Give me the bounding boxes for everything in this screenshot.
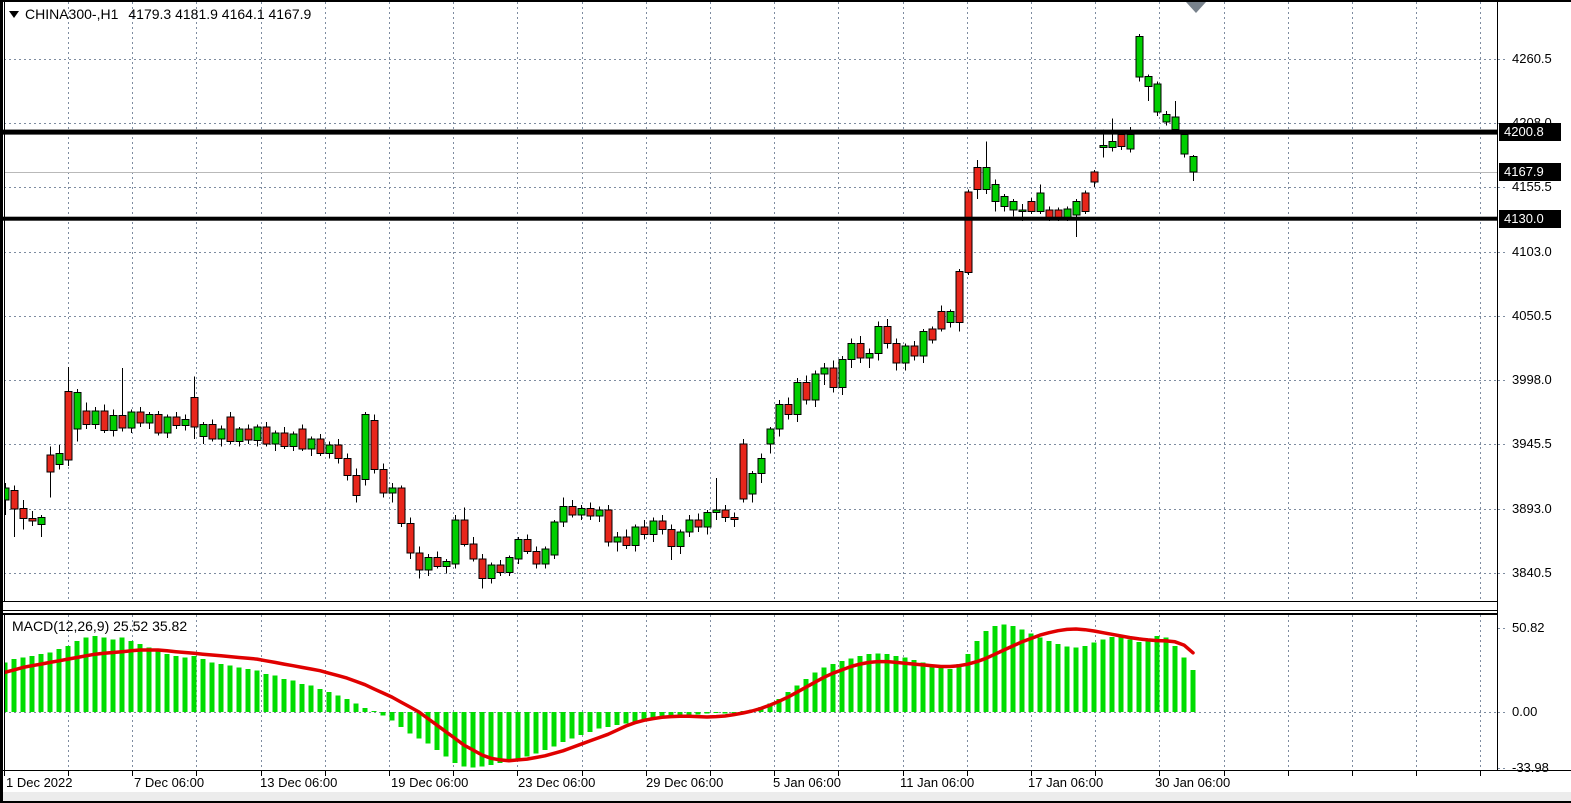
window-bottom-strip [0,792,1571,801]
symbol-dropdown-icon[interactable] [9,11,19,18]
candlestick-layer [4,33,1198,589]
macd-plot[interactable] [4,615,1497,770]
price-tick-3945.5: 3945.5 [1512,436,1552,451]
time-tick-label: 30 Jan 06:00 [1155,775,1231,790]
chart-shift-marker-icon[interactable] [1186,2,1206,13]
panel-separator-handle[interactable] [0,602,1571,611]
window-border-bottom [0,801,1571,803]
horizontal-line-4130.0[interactable] [0,216,1497,221]
macd-tick-0.00: 0.00 [1512,704,1538,719]
price-tick-3998.0: 3998.0 [1512,372,1552,387]
price-tick-3840.5: 3840.5 [1512,565,1552,580]
price-marker-current: 4167.9 [1499,163,1561,181]
time-tick-label: 5 Jan 06:00 [773,775,841,790]
time-tick-label: 11 Jan 06:00 [900,775,975,790]
time-tick-label: 13 Dec 06:00 [260,775,338,790]
price-tick-4155.5: 4155.5 [1512,179,1552,194]
window-border-left [0,0,3,803]
price-tick-4208.0: 4208.0 [1512,115,1552,130]
horizontal-line-4200.8[interactable] [0,129,1497,135]
chart-title: CHINA300-,H1 4179.3 4181.9 4164.1 4167.9 [25,6,311,22]
time-tick-label: 19 Dec 06:00 [391,775,469,790]
time-axis[interactable]: 1 Dec 2022 7 Dec 06:00 13 Dec 06:00 19 Dec … [0,773,1571,792]
time-tick-label: 29 Dec 06:00 [646,775,724,790]
price-marker-resistance: 4200.8 [1499,123,1561,141]
price-tick-3893.0: 3893.0 [1512,501,1552,516]
macd-indicator-label: MACD(12,26,9) 25.52 35.82 [12,618,188,634]
time-tick-label: 17 Jan 06:00 [1028,775,1104,790]
price-axis[interactable]: 4260.5 4208.0 4155.5 4103.0 4050.5 3998.0 3945… [1498,0,1571,790]
macd-histogram-layer [4,624,1196,768]
macd-tick--33.98: -33.98 [1512,760,1549,775]
window-border-top [0,0,1571,2]
panel-borders [0,0,1571,776]
price-tick-4103.0: 4103.0 [1512,244,1552,259]
price-marker-support: 4130.0 [1499,210,1561,228]
macd-signal-line [4,627,1195,763]
ohlc-values: 4179.3 4181.9 4164.1 4167.9 [128,6,312,22]
time-tick-label: 23 Dec 06:00 [518,775,596,790]
macd-tick-50.82: 50.82 [1512,620,1545,635]
price-tick-4050.5: 4050.5 [1512,308,1552,323]
main-chart-plot[interactable] [4,2,1497,601]
symbol-timeframe-label: CHINA300-,H1 [25,6,119,22]
price-tick-4260.5: 4260.5 [1512,51,1552,66]
main-grid [4,2,1497,601]
time-tick-label: 7 Dec 06:00 [134,775,205,790]
time-tick-label: 1 Dec 2022 [6,775,73,790]
